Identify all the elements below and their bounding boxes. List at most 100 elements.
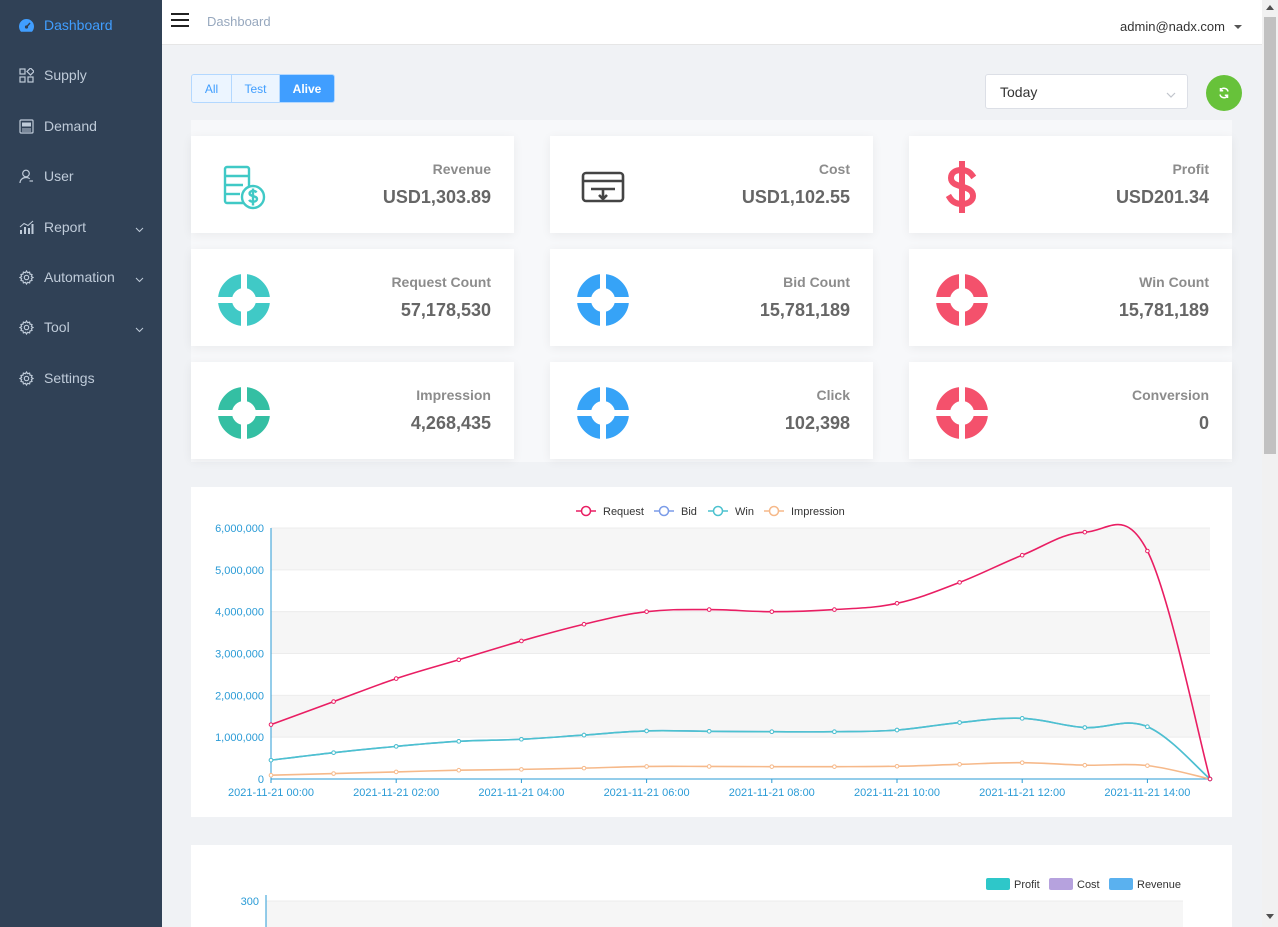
hamburger-icon[interactable] <box>171 13 189 29</box>
sidebar-item-label: Automation <box>44 269 115 285</box>
gear-icon <box>17 268 35 286</box>
stat-card-bid-count: Bid Count 15,781,189 <box>550 249 873 346</box>
data-point <box>894 601 900 606</box>
y-tick-label: 3,000,000 <box>215 649 264 661</box>
y-tick-label: 5,000,000 <box>215 565 264 577</box>
stat-value: USD1,102.55 <box>741 187 850 207</box>
sidebar-item-demand[interactable]: Demand <box>0 101 162 151</box>
data-point <box>1082 762 1088 768</box>
sidebar-item-supply[interactable]: Supply <box>0 50 162 100</box>
stat-card-impression: Impression 4,268,435 <box>191 362 514 459</box>
gear-icon <box>17 369 35 387</box>
date-range-select[interactable]: Today <box>985 74 1188 109</box>
sidebar-item-label: Dashboard <box>44 17 113 33</box>
stat-value: 4,268,435 <box>410 413 491 433</box>
data-point <box>456 767 462 773</box>
data-point <box>581 765 587 771</box>
chart-band <box>271 695 1210 738</box>
stat-value: 57,178,530 <box>400 300 491 320</box>
stat-value: 15,781,189 <box>1118 300 1209 320</box>
filter-test-button[interactable]: Test <box>232 75 280 102</box>
legend-label: Win <box>735 506 754 518</box>
scrollbar-thumb[interactable] <box>1264 17 1276 454</box>
stat-value: 102,398 <box>784 413 850 433</box>
data-point <box>1082 529 1088 535</box>
data-point <box>519 767 524 772</box>
cost-icon <box>576 160 630 214</box>
chevron-down-icon <box>135 221 144 233</box>
data-point <box>644 609 649 614</box>
legend-marker <box>712 505 724 517</box>
data-point <box>894 763 900 769</box>
data-point <box>1019 760 1025 765</box>
sidebar-item-label: Supply <box>44 67 87 83</box>
data-point <box>706 607 712 612</box>
refresh-button[interactable] <box>1206 75 1242 111</box>
stat-label: Cost <box>818 161 850 177</box>
sidebar-item-label: Demand <box>44 118 97 134</box>
scroll-down-icon[interactable] <box>1266 914 1274 919</box>
data-point <box>957 720 962 725</box>
sidebar-item-label: Tool <box>44 319 70 335</box>
line-chart-svg: 0 1,000,000 2,000,000 3,000,000 4,000,000 5,0… <box>215 505 1213 799</box>
data-point <box>331 699 336 704</box>
stat-label: Impression <box>416 387 491 403</box>
legend-swatch <box>1109 878 1133 890</box>
user-email: admin@nadx.com <box>1120 19 1225 34</box>
stat-card-request-count: Request Count 57,178,530 <box>191 249 514 346</box>
stat-label: Conversion <box>1131 387 1209 403</box>
sidebar-item-settings[interactable]: Settings <box>0 353 162 403</box>
x-tick-label: 2021-11-21 14:00 <box>1104 787 1190 799</box>
refresh-icon <box>1219 87 1229 99</box>
scroll-up-icon[interactable] <box>1266 5 1274 10</box>
sidebar-item-user[interactable]: User <box>0 151 162 201</box>
sidebar-item-report[interactable]: Report <box>0 202 162 252</box>
stat-card-win-count: Win Count 15,781,189 <box>909 249 1232 346</box>
ring-icon <box>217 386 271 440</box>
chevron-down-icon <box>135 321 144 333</box>
chart-band <box>271 611 1210 654</box>
sidebar-item-automation[interactable]: Automation <box>0 252 162 302</box>
sidebar-item-tool[interactable]: Tool <box>0 302 162 352</box>
data-point <box>644 728 649 734</box>
data-point <box>456 657 462 663</box>
legend-marker <box>768 505 780 517</box>
series-line-impression <box>270 761 1211 780</box>
x-tick-label: 2021-11-21 02:00 <box>353 787 439 799</box>
data-point <box>832 607 837 612</box>
x-tick-label: 2021-11-21 00:00 <box>228 787 314 799</box>
filter-all-button[interactable]: All <box>192 75 232 102</box>
ring-icon <box>935 386 989 440</box>
x-tick-label: 2021-11-21 08:00 <box>729 787 815 799</box>
data-point <box>393 744 399 749</box>
ring-icon <box>576 273 630 327</box>
filter-alive-button[interactable]: Alive <box>280 75 334 102</box>
chevron-down-icon <box>1166 87 1176 98</box>
data-point <box>393 676 399 681</box>
data-point <box>769 609 775 614</box>
stat-label: Revenue <box>432 161 491 177</box>
stat-card-click: Click 102,398 <box>550 362 873 459</box>
data-point <box>1019 552 1025 558</box>
stat-value: USD201.34 <box>1115 187 1209 207</box>
stat-label: Profit <box>1172 161 1209 177</box>
stat-value: USD1,303.89 <box>382 187 491 207</box>
y-tick-label: 0 <box>258 774 264 786</box>
page-scrollbar[interactable] <box>1262 0 1278 927</box>
data-point <box>1207 776 1213 782</box>
chart-icon <box>17 218 35 236</box>
data-point <box>331 750 336 755</box>
sidebar-item-label: User <box>44 168 74 184</box>
x-tick-label: 2021-11-21 04:00 <box>478 787 564 799</box>
stat-label: Click <box>816 387 850 403</box>
data-point <box>706 764 712 769</box>
caret-down-icon <box>1234 24 1242 29</box>
data-point <box>581 621 587 627</box>
stat-card-conversion: Conversion 0 <box>909 362 1232 459</box>
sidebar-item-dashboard[interactable]: Dashboard <box>0 0 162 50</box>
legend-label: Bid <box>681 506 697 518</box>
data-point <box>456 739 462 744</box>
data-point <box>957 762 962 767</box>
user-menu[interactable]: admin@nadx.com <box>1120 19 1242 34</box>
y-tick-label: 4,000,000 <box>215 607 264 619</box>
